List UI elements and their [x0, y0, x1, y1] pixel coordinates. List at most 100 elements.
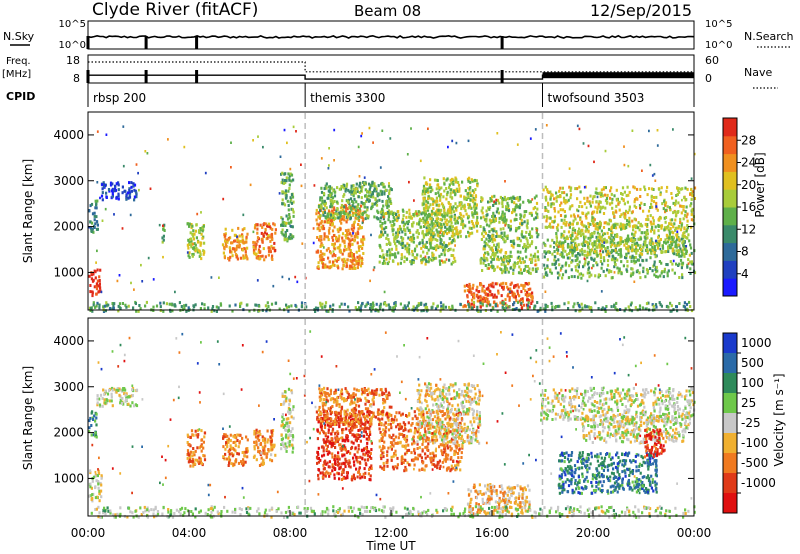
- data-cell: [189, 455, 192, 459]
- data-cell: [381, 129, 384, 132]
- data-cell: [265, 222, 268, 226]
- data-cell: [672, 259, 675, 263]
- data-cell: [588, 271, 591, 275]
- data-cell: [356, 241, 359, 245]
- data-cell: [288, 187, 291, 190]
- data-cell: [245, 240, 248, 244]
- data-cell: [672, 211, 675, 215]
- data-cell: [466, 177, 470, 181]
- data-cell: [350, 234, 353, 238]
- data-cell: [432, 235, 435, 239]
- data-cell: [338, 187, 341, 191]
- data-cell: [600, 290, 603, 293]
- data-cell: [660, 224, 663, 228]
- data-cell: [351, 204, 354, 208]
- data-cell: [590, 219, 594, 223]
- data-cell: [279, 155, 282, 158]
- data-cell: [225, 443, 229, 447]
- data-cell: [229, 433, 232, 437]
- data-cell: [287, 208, 290, 212]
- data-cell: [628, 223, 631, 226]
- data-cell: [366, 301, 369, 305]
- data-cell: [196, 212, 199, 216]
- data-cell: [240, 460, 243, 464]
- data-cell: [353, 197, 356, 201]
- data-cell: [203, 307, 206, 311]
- data-cell: [683, 301, 686, 305]
- data-cell: [513, 307, 516, 311]
- data-cell: [440, 245, 444, 249]
- data-cell: [347, 198, 351, 202]
- data-cell: [117, 194, 120, 198]
- data-cell: [592, 223, 595, 227]
- data-cell: [131, 388, 134, 392]
- data-cell: [407, 301, 410, 305]
- y-tick-label: 1000: [53, 265, 84, 279]
- data-cell: [653, 172, 656, 176]
- data-cell: [318, 235, 322, 239]
- data-cell: [351, 199, 354, 203]
- data-cell: [611, 276, 614, 280]
- data-cell: [434, 307, 438, 311]
- data-cell: [687, 262, 690, 265]
- data-cell: [230, 166, 232, 169]
- data-cell: [507, 225, 510, 229]
- data-cell: [610, 249, 613, 253]
- data-cell: [450, 262, 453, 266]
- data-cell: [559, 214, 563, 217]
- data-cell: [613, 244, 616, 248]
- data-cell: [629, 303, 632, 307]
- data-cell: [432, 211, 436, 215]
- data-cell: [255, 458, 258, 462]
- data-cell: [399, 261, 402, 265]
- data-cell: [502, 198, 505, 202]
- data-cell: [525, 237, 528, 241]
- data-cell: [678, 254, 681, 258]
- data-cell: [551, 238, 554, 242]
- data-cell: [336, 246, 339, 250]
- data-cell: [458, 231, 461, 235]
- data-cell: [96, 130, 99, 133]
- nave-label: Nave: [744, 66, 772, 79]
- data-cell: [95, 416, 98, 420]
- data-cell: [199, 457, 202, 461]
- data-cell: [507, 270, 510, 274]
- data-cell: [186, 222, 189, 226]
- data-cell: [398, 231, 401, 235]
- data-cell: [450, 217, 453, 221]
- data-cell: [319, 198, 322, 202]
- data-cell: [599, 235, 602, 239]
- data-cell: [550, 202, 553, 206]
- data-cell: [431, 246, 434, 250]
- data-cell: [202, 454, 205, 457]
- nave-tick-bottom: 0: [705, 72, 712, 85]
- data-cell: [189, 464, 192, 468]
- data-cell: [397, 227, 400, 231]
- data-cell: [603, 259, 606, 263]
- data-cell: [282, 402, 285, 406]
- data-cell: [599, 207, 602, 211]
- data-cell: [420, 309, 423, 313]
- data-cell: [188, 243, 191, 246]
- data-cell: [433, 222, 436, 225]
- data-cell: [102, 305, 105, 309]
- data-cell: [589, 222, 592, 226]
- data-cell: [450, 254, 453, 257]
- data-cell: [443, 253, 446, 257]
- data-cell: [363, 237, 366, 241]
- data-cell: [284, 172, 287, 176]
- data-cell: [619, 248, 622, 252]
- data-cell: [594, 301, 597, 305]
- data-cell: [196, 250, 199, 254]
- data-cell: [387, 184, 391, 188]
- data-cell: [676, 309, 679, 313]
- data-cell: [183, 145, 186, 149]
- data-cell: [186, 456, 189, 460]
- data-cell: [422, 216, 425, 220]
- data-cell: [531, 198, 534, 201]
- data-cell: [349, 239, 352, 243]
- data-cell: [343, 184, 346, 187]
- data-cell: [424, 262, 427, 266]
- data-cell: [649, 214, 652, 218]
- data-cell: [664, 241, 668, 245]
